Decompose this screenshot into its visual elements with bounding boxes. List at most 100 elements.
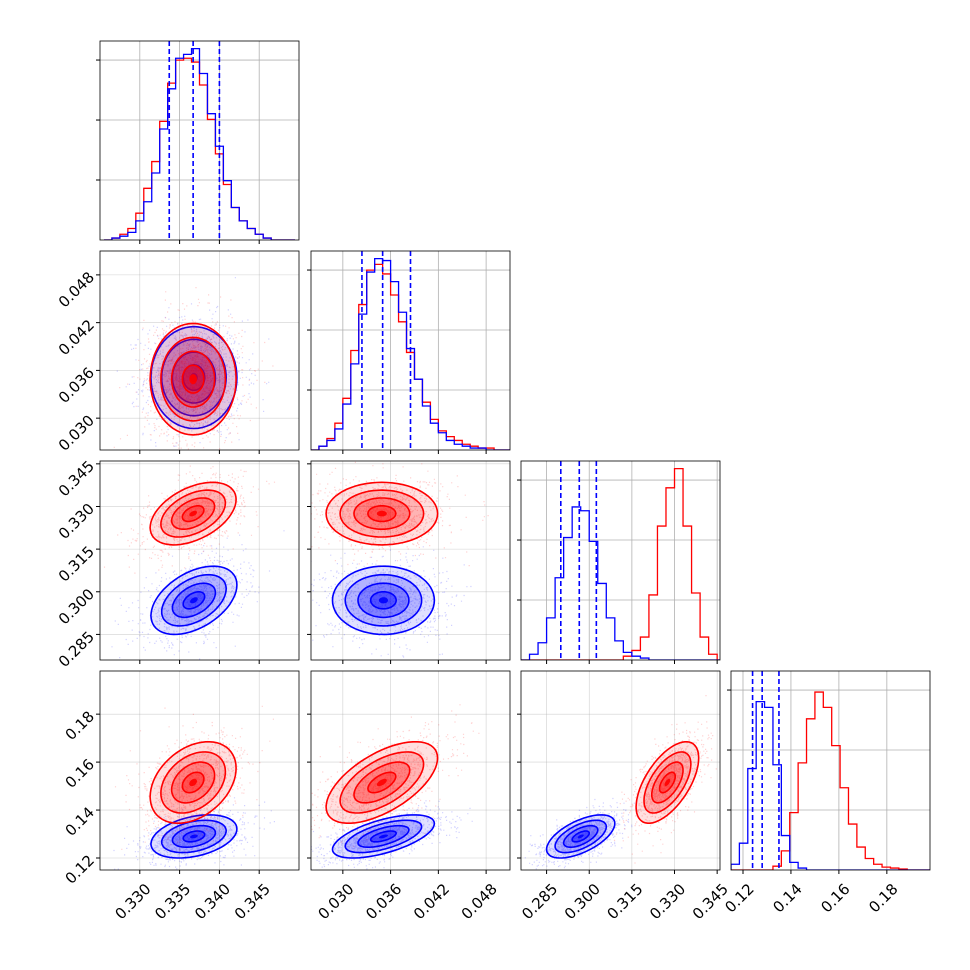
y-tick-label: 0.16 [62,755,98,791]
contour-blue [331,814,436,859]
contour-red [325,481,439,546]
y-tick-label: 0.285 [55,628,98,671]
density-peak-red [664,778,671,787]
scatter-panel-3-2 [307,460,511,664]
contour-red [149,741,237,824]
contour-blue [545,814,616,859]
x-tick-label: 0.335 [151,880,194,923]
axes-frame [730,670,931,871]
contour-red [149,481,237,546]
hist-content [521,461,720,660]
contour-red [160,489,227,538]
contour-red [170,350,216,408]
panel-content [521,671,720,870]
contour-blue [150,565,238,636]
axes-frame [310,250,511,451]
contour-blue [331,565,436,636]
contour-red [325,741,439,824]
contour-blue [357,824,410,848]
panel-content [311,461,510,660]
scatter-red [103,465,276,574]
contour-red [635,741,700,824]
scatter-panel-3-1 [96,460,300,664]
axes-frame [99,40,300,241]
contour-red [160,336,227,422]
contour-red [643,751,692,814]
histogram-red [521,468,720,660]
contour-red [149,322,237,436]
hist-content [731,671,930,870]
y-tick-label: 0.030 [55,411,98,454]
contour-red [181,505,205,523]
y-tick-label: 0.14 [62,803,98,839]
hist-panel-3 [517,460,721,664]
contour-blue [160,573,228,627]
contour-blue [171,824,217,848]
y-tick-label: 0.345 [55,457,98,500]
x-tick-label: 0.12 [721,880,757,916]
density-peak-red [376,510,387,517]
scatter-panel-4-2 [307,670,511,874]
contour-red [181,364,205,394]
density-peak-blue [190,834,198,839]
y-tick-label: 0.330 [55,500,98,543]
hist-panel-2 [307,250,511,454]
histogram-blue [521,506,720,660]
panel-content [100,251,299,450]
x-tick-label: 0.048 [458,880,501,923]
y-tick-label: 0.300 [55,585,98,628]
scatter-panel-4-3 [517,670,721,874]
y-tick-label: 0.042 [55,316,98,359]
panel-content [311,671,510,870]
contour-red [367,505,397,523]
density-peak-red [189,374,197,385]
contour-red [160,751,227,814]
axes-frame [520,670,721,871]
scatter-blue [116,277,270,450]
x-tick-label: 0.14 [769,880,805,916]
density-peak-red [189,510,197,517]
contour-blue [171,582,217,619]
contour-red [170,761,216,804]
x-tick-label: 0.330 [646,880,689,923]
axes-frame [310,670,511,871]
contour-blue [369,830,398,843]
panel-content [100,671,299,870]
density-peak-red [376,778,387,787]
hist-panel-1 [96,40,300,244]
x-tick-label: 0.300 [561,880,604,923]
scatter-panel-4-1 [96,670,300,874]
contour-blue [160,819,228,854]
scatter-blue [311,535,472,660]
axes-frame [99,460,300,661]
contour-blue [182,591,206,610]
x-tick-label: 0.042 [410,880,453,923]
contour-red [181,771,205,794]
hist-panel-4 [727,670,931,874]
axes-frame [99,250,300,451]
contour-blue [562,824,599,848]
contour-blue [554,819,608,854]
y-tick-label: 0.036 [55,364,98,407]
contour-red [339,751,425,814]
axes-frame [520,460,721,661]
contour-blue [369,591,398,610]
density-peak-blue [378,597,388,604]
histogram-blue [311,258,510,450]
panel-content [100,461,299,660]
y-tick-label: 0.18 [62,707,98,743]
scatter-red [311,461,489,577]
scatter-panel-2-1 [96,250,300,454]
x-tick-label: 0.036 [362,880,405,923]
contour-red [367,771,397,794]
contour-red [658,771,676,794]
contour-blue [344,573,423,627]
density-peak-blue [378,834,388,839]
contour-red [353,497,411,530]
histogram-red [731,691,930,870]
contour-blue [182,830,206,843]
y-tick-label: 0.315 [55,542,98,585]
histogram-blue [103,48,296,240]
density-peak-red [189,778,197,787]
